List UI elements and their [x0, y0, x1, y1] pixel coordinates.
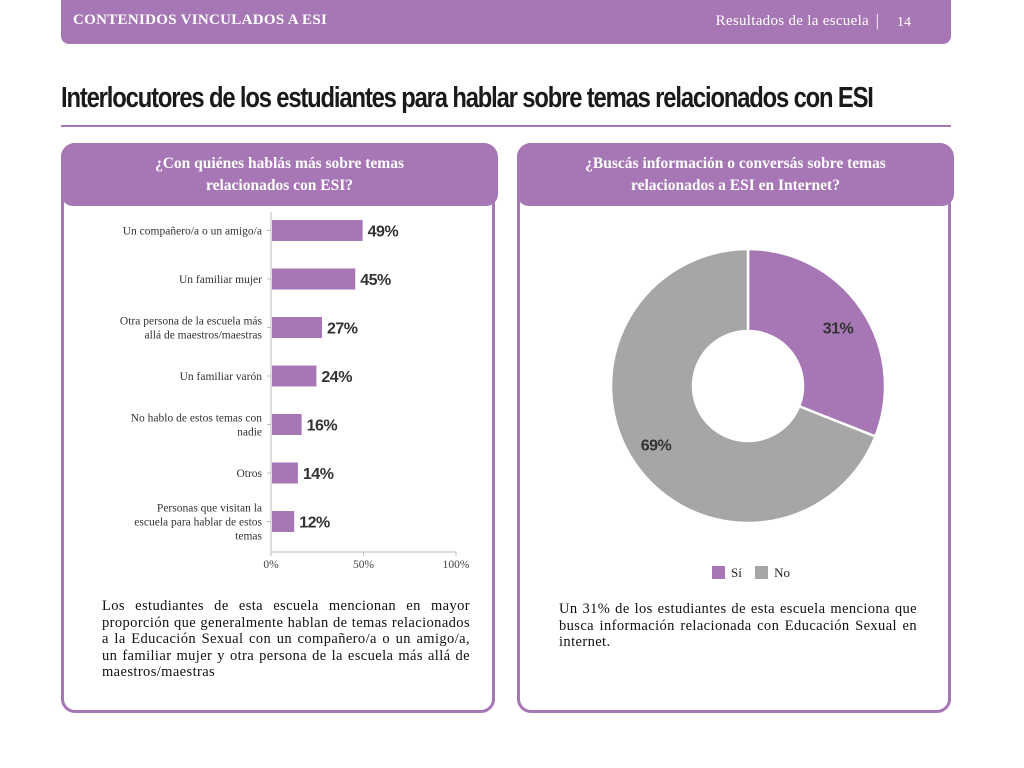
legend-label-si: Sí: [731, 565, 742, 580]
left-heading-line1: ¿Con quiénes hablás más sobre temas: [154, 155, 405, 172]
context-title: Resultados de la escuela: [715, 13, 869, 29]
legend-swatch-si: [712, 566, 725, 579]
page-title: Interlocutores de los estudiantes para h…: [61, 82, 874, 114]
legend-swatch-no: [755, 566, 769, 579]
legend-item-no: No: [755, 565, 790, 580]
legend-item-si: Sí: [712, 565, 745, 580]
right-panel: ¿Buscás información o conversás sobre te…: [517, 143, 954, 713]
right-heading-line2: relacionados a ESI en Internet?: [631, 177, 840, 194]
left-heading-line2: relacionados con ESI?: [206, 177, 353, 194]
right-panel-heading: ¿Buscás información o conversás sobre te…: [517, 143, 954, 206]
page-number: 14: [897, 15, 911, 30]
right-heading-line1: ¿Buscás información o conversás sobre te…: [585, 155, 886, 172]
section-title: CONTENIDOS VINCULADOS A ESI: [73, 12, 328, 28]
left-panel-note: Los estudiantes de esta escuela menciona…: [102, 598, 470, 680]
header-bar: CONTENIDOS VINCULADOS A ESI Resultados d…: [61, 0, 951, 44]
right-panel-note: Un 31% de los estudiantes de esta escuel…: [559, 601, 917, 650]
title-divider: [61, 125, 951, 127]
legend-label-no: No: [774, 565, 790, 580]
left-panel: ¿Con quiénes hablás más sobre temas rela…: [61, 143, 498, 713]
header-separator: |: [875, 11, 879, 30]
donut-legend: Sí No: [712, 565, 800, 581]
left-panel-heading: ¿Con quiénes hablás más sobre temas rela…: [61, 143, 498, 206]
